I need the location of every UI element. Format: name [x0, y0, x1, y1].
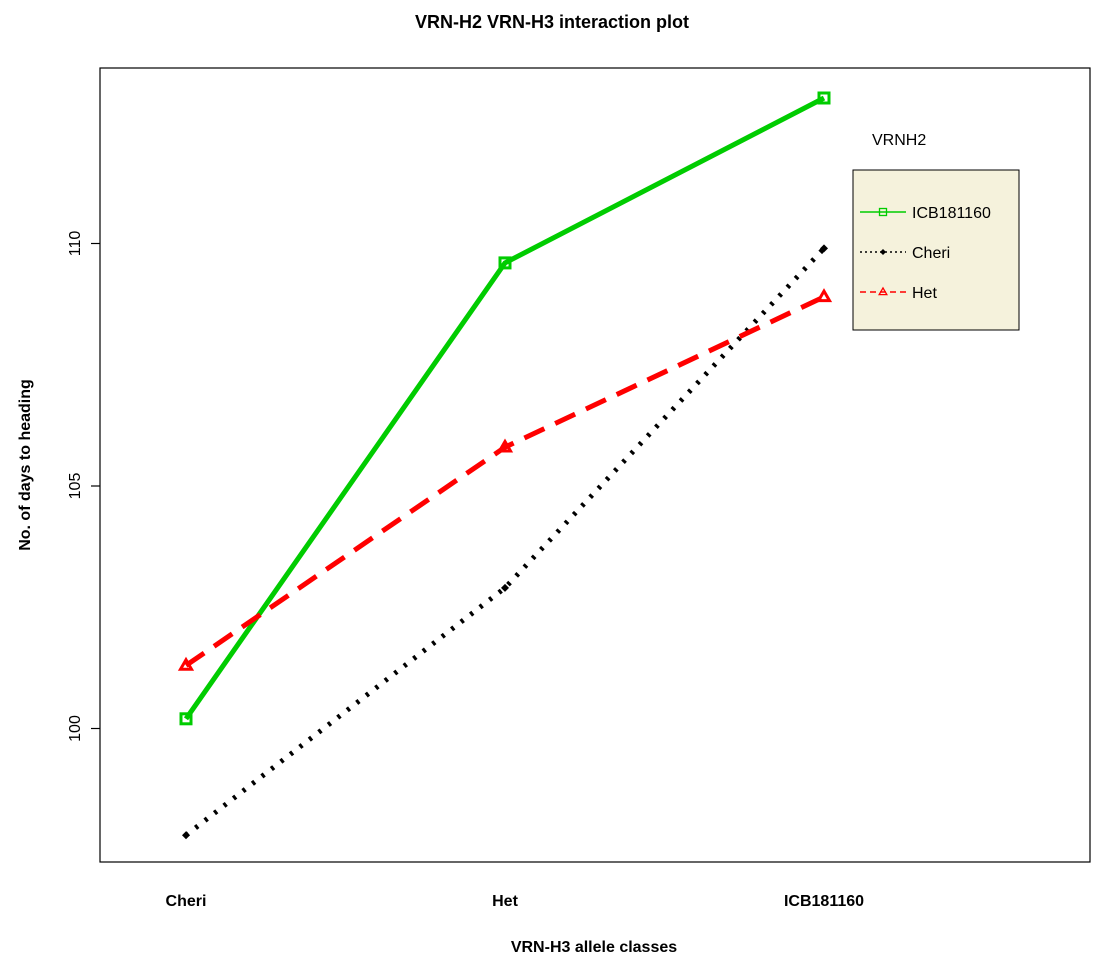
y-tick-label: 110: [67, 231, 84, 257]
series-cheri: [182, 244, 828, 840]
y-axis: 100 105 110: [67, 231, 100, 742]
data-point-marker: [498, 256, 512, 270]
y-tick-label: 105: [67, 473, 84, 500]
legend: VRNH2 ICB181160 Cheri Het: [852, 132, 1020, 331]
data-point-marker: [817, 91, 831, 105]
legend-item: Cheri: [860, 245, 950, 262]
plot-frame: [99, 67, 1091, 863]
legend-label: Cheri: [912, 245, 950, 262]
data-point-marker: [820, 244, 828, 253]
x-axis-label: VRN-H3 allele classes: [511, 939, 677, 956]
x-category-label: Cheri: [166, 893, 207, 910]
legend-box: [852, 169, 1020, 331]
data-point-marker: [182, 831, 190, 840]
data-point-marker: [815, 288, 833, 303]
x-axis: Cheri Het ICB181160: [166, 893, 865, 910]
data-point-marker: [179, 712, 193, 726]
series-het: [177, 288, 833, 671]
data-point-marker: [878, 286, 888, 296]
legend-item: Het: [860, 285, 937, 302]
y-axis-label: No. of days to heading: [17, 379, 34, 551]
data-point-marker: [878, 207, 888, 217]
data-point-marker: [880, 249, 886, 255]
y-tick-label: 100: [67, 715, 84, 742]
legend-label: Het: [912, 285, 937, 302]
series-line: [184, 294, 826, 668]
data-point-marker: [177, 656, 195, 671]
data-point-marker: [501, 583, 509, 592]
series-icb181160: [179, 91, 831, 726]
series-layer: [177, 91, 833, 840]
legend-items: ICB181160 Cheri Het: [860, 205, 991, 302]
data-point-marker: [496, 438, 514, 453]
series-line: [183, 95, 826, 721]
x-category-label: Het: [492, 893, 518, 910]
legend-label: ICB181160: [912, 205, 991, 222]
legend-item: ICB181160: [860, 205, 991, 222]
x-category-label: ICB181160: [784, 893, 864, 910]
legend-title: VRNH2: [872, 132, 926, 149]
chart-title: VRN-H2 VRN-H3 interaction plot: [415, 12, 689, 32]
series-line: [184, 246, 826, 838]
